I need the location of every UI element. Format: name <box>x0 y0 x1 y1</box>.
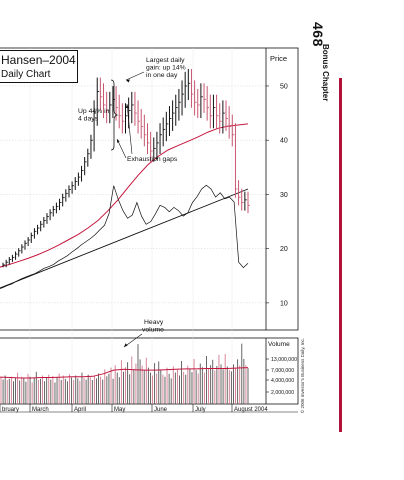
month-label: April <box>74 407 86 413</box>
relative-strength-line <box>0 184 249 289</box>
arrow-largest-gain <box>125 71 145 81</box>
volume-average-line <box>0 367 249 379</box>
annotation-up-44: Up 44% in 4 days <box>78 108 110 123</box>
annotation-largest-gain: Largest daily gain: up 14% in one day <box>146 57 186 79</box>
price-tick-label: 10 <box>280 300 288 307</box>
arrowhead-heavy-volume <box>124 343 128 347</box>
arrow-exhaustion-2 <box>126 103 133 155</box>
volume-tick-label: 4,000,000 <box>271 378 294 384</box>
price-tick-label: 20 <box>280 246 288 253</box>
volume-tick-label: 2,000,000 <box>271 390 294 396</box>
arrow-heavy-volume <box>123 333 143 348</box>
price-tick-label: 50 <box>280 83 288 90</box>
month-label: bruary <box>2 407 19 413</box>
month-label: August 2004 <box>234 407 268 413</box>
arrow-exhaustion-1 <box>116 138 127 159</box>
volume-tick-label: 13,000,000 <box>271 357 297 363</box>
page-edge-bar <box>339 78 342 432</box>
arrowhead-exhaustion-2 <box>125 104 129 108</box>
annotation-heavy-volume-line: Heavy <box>144 319 164 326</box>
volume-tick-label: 7,000,000 <box>271 368 294 374</box>
price-axis-label: Price <box>270 54 287 63</box>
volume-axis-label: Volume <box>268 341 290 348</box>
chart-subtitle: Daily Chart <box>1 69 51 80</box>
chart-title-box: Hansen–2004 Daily Chart <box>0 50 78 83</box>
annotation-largest-gain-line: gain: up 14% <box>146 65 186 72</box>
moving-average-line <box>0 123 249 268</box>
brace-up-44 <box>110 79 119 151</box>
price-panel-frame <box>0 47 299 331</box>
annotation-heavy-volume-line: volume <box>142 327 164 334</box>
rs-trendline <box>0 188 249 289</box>
month-label: March <box>32 407 49 413</box>
arrowhead-exhaustion-1 <box>117 139 120 143</box>
annotation-largest-gain-line: in one day <box>146 72 178 79</box>
arrowhead-largest-gain <box>126 79 130 83</box>
month-label: June <box>154 407 168 413</box>
price-tick-label: 30 <box>280 192 288 199</box>
annotation-up-44-line: Up 44% in <box>78 108 110 115</box>
price-tick-label: 40 <box>280 138 288 145</box>
chart-title: Hansen–2004 <box>1 53 76 67</box>
month-label: July <box>195 407 206 413</box>
annotation-heavy-volume: Heavy volume <box>142 319 164 334</box>
annotation-exhaustion-gaps: Exhaustion gaps <box>127 156 178 163</box>
annotation-largest-gain-line: Largest daily <box>146 57 185 64</box>
month-label: May <box>114 407 125 413</box>
annotation-up-44-line: 4 days <box>78 116 99 123</box>
